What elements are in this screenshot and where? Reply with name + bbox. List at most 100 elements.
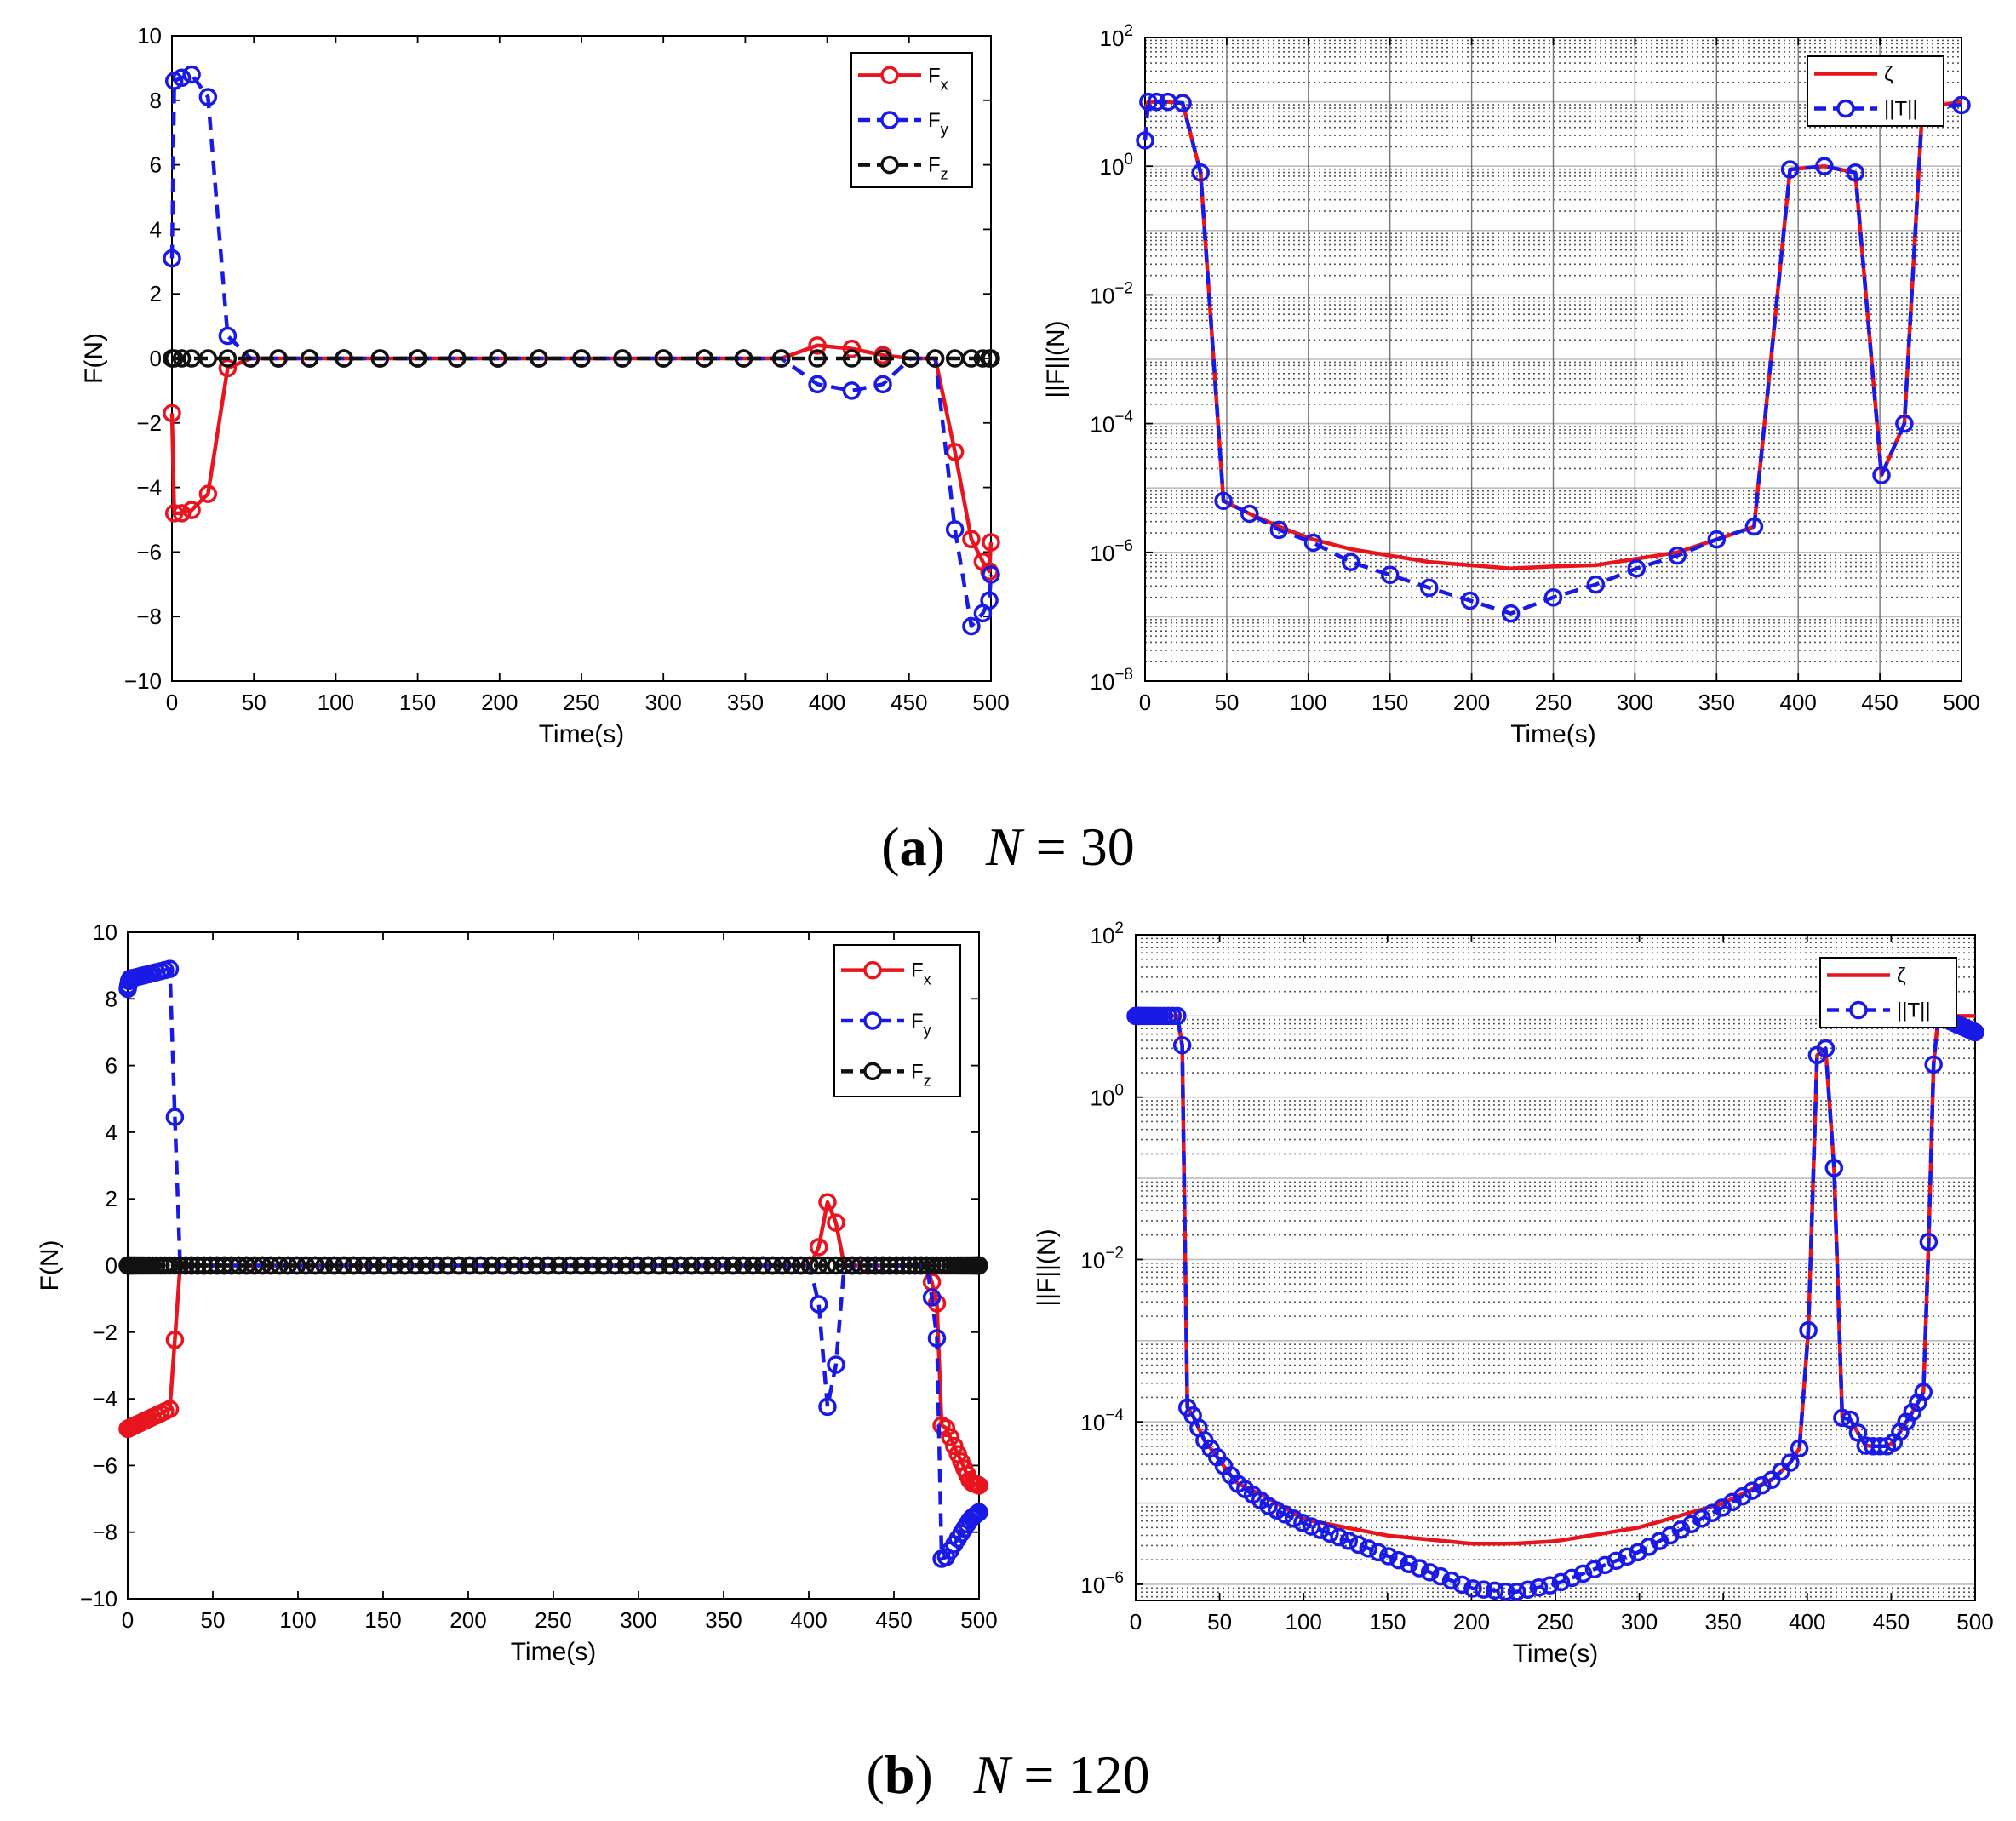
chart-b_force: 0 50 100 150 200 250 300 350 400 450 500−10−8−6−4−…	[36, 919, 998, 1666]
marker-||T||	[1136, 131, 1154, 150]
marker-||T||	[1507, 1582, 1526, 1601]
series-line-Fx	[125, 1200, 982, 1488]
marker-Fz	[893, 1256, 913, 1275]
series-line-||T||	[1143, 100, 1962, 616]
y-tick-label: 10−2	[1080, 1244, 1124, 1273]
marker-Fy	[922, 1288, 942, 1307]
marker-Fy	[945, 520, 965, 539]
caption-a-symbol: N	[985, 816, 1022, 877]
x-tick-label: 0	[1130, 1609, 1142, 1635]
marker-||T||	[1752, 1475, 1772, 1495]
marker-Fz	[170, 1256, 190, 1275]
y-tick-label: 4	[150, 216, 162, 242]
legend-label: ζ	[1897, 965, 1906, 988]
legend-label: Fx	[928, 64, 948, 93]
marker-Fy	[165, 1108, 185, 1126]
marker-Fz	[218, 349, 238, 368]
marker-||T||	[1713, 1498, 1732, 1517]
legend-marker	[880, 155, 899, 175]
marker-||T||	[1595, 1555, 1615, 1575]
marker-||T||	[1410, 1559, 1429, 1578]
marker-Fz	[335, 349, 353, 368]
x-tick-label: 250	[563, 690, 599, 715]
marker-Fz	[650, 1256, 668, 1275]
marker-||T||	[1389, 1550, 1408, 1570]
marker-||T||	[1349, 1535, 1368, 1555]
marker-Fz	[344, 1256, 364, 1275]
marker-Fz	[773, 1256, 792, 1275]
marker-Fy	[198, 88, 218, 106]
marker-Fz	[375, 1256, 393, 1275]
marker-Fz	[449, 1256, 468, 1275]
y-tick-label: 102	[1100, 22, 1134, 51]
x-tick-label: 150	[364, 1607, 401, 1633]
marker-Fy	[218, 326, 238, 346]
x-tick-label: 400	[1789, 1609, 1825, 1635]
caption-b-value: 120	[1068, 1744, 1150, 1805]
legend-marker	[1849, 1000, 1868, 1020]
marker-Fy	[927, 1329, 947, 1348]
y-axis-label: ||F||(N)	[1042, 320, 1070, 398]
marker-Fz	[538, 1256, 558, 1275]
x-tick-label: 250	[1537, 1609, 1573, 1635]
x-tick-label: 450	[875, 1607, 912, 1633]
grid	[1145, 37, 1962, 682]
y-tick-label: 10	[93, 919, 117, 945]
marker-||T||	[1781, 1453, 1800, 1472]
y-tick-label: 10−2	[1090, 279, 1133, 308]
legend-label: ||T||	[1884, 98, 1918, 121]
x-tick-label: 50	[201, 1607, 226, 1633]
marker-Fy	[809, 1295, 828, 1314]
x-tick-label: 0	[122, 1607, 134, 1633]
x-axis-label: Time(s)	[539, 720, 625, 748]
marker-Fz	[198, 349, 218, 368]
marker-Fz	[695, 349, 714, 368]
marker-Fz	[782, 1256, 801, 1275]
marker-||T||	[1330, 1527, 1349, 1547]
x-tick-label: 100	[279, 1607, 316, 1633]
y-tick-label: 10−8	[1090, 666, 1133, 695]
marker-Fx	[165, 1330, 185, 1349]
marker-Fz	[194, 1256, 214, 1275]
marker-||T||	[1168, 1006, 1187, 1026]
y-tick-label: −6	[136, 539, 162, 564]
marker-Fz	[549, 1256, 569, 1275]
marker-Fy	[970, 1503, 988, 1521]
marker-Fz	[241, 349, 261, 368]
marker-Fz	[925, 349, 945, 368]
y-tick-label: −6	[92, 1452, 117, 1478]
marker-Fy	[982, 565, 1000, 584]
marker-Fz	[572, 1256, 591, 1275]
marker-||T||	[1293, 1514, 1312, 1532]
marker-Fz	[800, 1256, 820, 1275]
marker-||T||	[1895, 414, 1914, 433]
marker-Fz	[482, 1256, 501, 1275]
y-tick-label: 2	[150, 281, 162, 306]
marker-||T||	[1214, 491, 1233, 511]
marker-||T||	[1790, 1439, 1809, 1457]
marker-||T||	[1339, 1532, 1359, 1550]
marker-Fz	[734, 349, 753, 368]
marker-Fz	[201, 1256, 220, 1275]
x-tick-label: 500	[972, 690, 1009, 715]
marker-Fz	[734, 1256, 753, 1275]
marker-||T||	[1909, 1393, 1927, 1412]
x-tick-label: 450	[891, 690, 927, 715]
marker-||T||	[1172, 1035, 1192, 1055]
marker-Fx	[160, 1400, 180, 1418]
marker-||T||	[1841, 1410, 1860, 1429]
series-line-Fx	[169, 343, 994, 574]
marker-Fx	[827, 1213, 845, 1232]
marker-||T||	[1815, 157, 1834, 175]
marker-||T||	[1460, 591, 1480, 610]
marker-Fx	[818, 1193, 837, 1211]
marker-Fz	[583, 1256, 602, 1275]
x-tick-label: 150	[1372, 690, 1408, 715]
marker-||T||	[1872, 466, 1891, 484]
y-tick-label: 4	[106, 1120, 117, 1145]
marker-||T||	[1540, 1576, 1560, 1595]
x-tick-label: 400	[790, 1607, 827, 1633]
legend-label: Fx	[911, 959, 931, 988]
marker-Fz	[370, 349, 390, 368]
marker-||T||	[1848, 1423, 1868, 1442]
